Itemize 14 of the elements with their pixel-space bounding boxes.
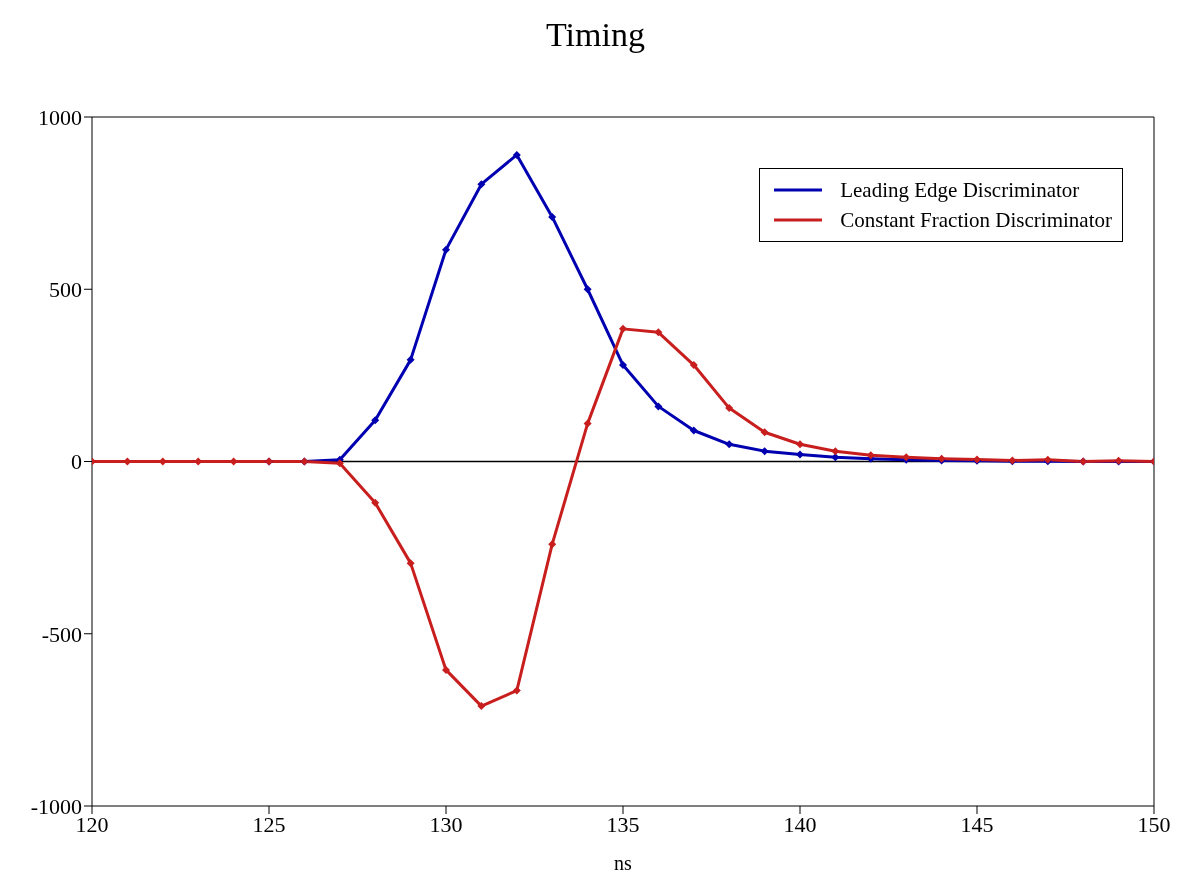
y-tick-label: -500: [41, 621, 82, 647]
y-tick-label: 1000: [38, 104, 82, 130]
legend-label: Constant Fraction Discriminator: [840, 207, 1112, 234]
x-tick-label: 125: [252, 811, 286, 837]
y-tick-label: 500: [49, 277, 82, 303]
y-tick-label: 0: [71, 449, 82, 475]
legend-label: Leading Edge Discriminator: [840, 177, 1080, 204]
x-tick-label: 140: [783, 811, 817, 837]
x-tick-label: 145: [960, 811, 994, 837]
x-tick-label: 130: [429, 811, 463, 837]
x-tick-label: 150: [1137, 811, 1171, 837]
x-tick-label: 135: [606, 811, 640, 837]
x-axis-title: ns: [614, 852, 633, 874]
chart-title: Timing: [545, 15, 646, 55]
